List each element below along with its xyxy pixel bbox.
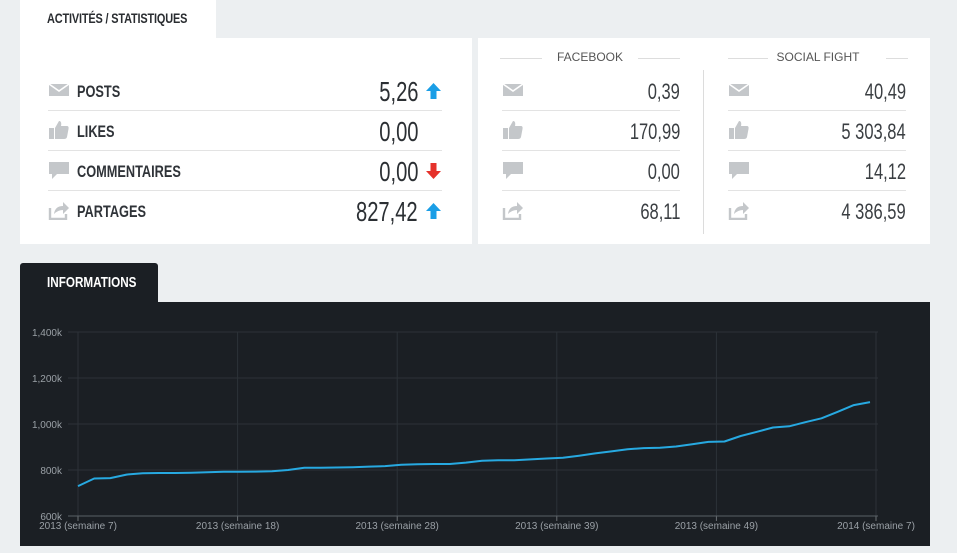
stat-row-posts: POSTS 5,26	[48, 70, 442, 111]
facebook-row-commentaires: 0,00	[502, 150, 680, 191]
x-tick-label: 2013 (semaine 49)	[675, 521, 758, 532]
thumbs-up-icon	[503, 121, 523, 139]
tab-informations[interactable]: INFORMATIONS	[20, 263, 158, 303]
comment-icon	[729, 162, 749, 179]
facebook-value-posts: 0,39	[647, 79, 680, 104]
stat-value-posts: 5,26	[378, 76, 418, 107]
line-chart: 600k 800k 1,000k 1,200k 1,400k 2013 (semaine …	[32, 328, 915, 532]
share-icon	[48, 202, 69, 220]
facebook-row-posts: 0,39	[502, 70, 680, 111]
social-fight-value-posts: 40,49	[864, 79, 906, 104]
facebook-row-partages: 68,11	[502, 190, 680, 230]
envelope-icon	[48, 83, 70, 96]
tab-activites-statistiques[interactable]: ACTIVITÉS / STATISTIQUES	[20, 0, 216, 38]
social-fight-header: SOCIAL FIGHT	[728, 50, 908, 64]
social-fight-value-commentaires: 14,12	[864, 159, 906, 184]
chart-panel: 600k 800k 1,000k 1,200k 1,400k 2013 (semaine …	[20, 302, 930, 546]
thumbs-up-icon	[729, 121, 749, 139]
facebook-value-partages: 68,11	[639, 199, 680, 224]
y-tick-label: 800k	[40, 466, 63, 477]
stat-value-commentaires: 0,00	[378, 156, 418, 187]
stat-label-likes: LIKES	[77, 122, 115, 141]
social-fight-value-likes: 5 303,84	[841, 119, 906, 144]
arrow-down-icon	[426, 163, 441, 179]
facebook-row-likes: 170,99	[502, 110, 680, 151]
series-line	[77, 401, 871, 488]
stat-label-commentaires: COMMENTAIRES	[77, 162, 181, 181]
y-tick-label: 1,200k	[32, 374, 63, 385]
stat-value-partages: 827,42	[356, 196, 418, 227]
stat-label-partages: PARTAGES	[77, 202, 146, 221]
stat-row-partages: PARTAGES 827,42	[48, 190, 442, 230]
x-tick-label: 2014 (semaine 7)	[837, 521, 915, 532]
share-icon	[728, 202, 749, 220]
x-tick-label: 2013 (semaine 39)	[515, 521, 598, 532]
comment-icon	[503, 162, 523, 179]
x-tick-label: 2013 (semaine 7)	[39, 521, 117, 532]
social-fight-value-partages: 4 386,59	[841, 199, 906, 224]
y-tick-label: 600k	[40, 512, 63, 523]
facebook-value-likes: 170,99	[629, 119, 680, 144]
facebook-header: FACEBOOK	[500, 50, 680, 64]
tab-activites-label: ACTIVITÉS / STATISTIQUES	[47, 10, 188, 26]
facebook-value-commentaires: 0,00	[647, 159, 680, 184]
thumbs-up-icon	[49, 121, 69, 139]
facebook-title: FACEBOOK	[556, 50, 624, 64]
arrow-up-icon	[426, 83, 441, 99]
social-fight-row-posts: 40,49	[728, 70, 906, 111]
arrow-up-icon	[426, 203, 441, 219]
stats-panel: POSTS 5,26 LIKES 0,00 COMMENTAIRES 0,00 …	[20, 38, 472, 244]
stat-row-likes: LIKES 0,00	[48, 110, 442, 151]
column-divider	[703, 70, 704, 234]
social-fight-row-commentaires: 14,12	[728, 150, 906, 191]
social-fight-title: SOCIAL FIGHT	[776, 50, 860, 64]
social-fight-row-partages: 4 386,59	[728, 190, 906, 230]
x-tick-label: 2013 (semaine 28)	[356, 521, 439, 532]
y-tick-label: 1,400k	[32, 328, 63, 339]
social-fight-row-likes: 5 303,84	[728, 110, 906, 151]
envelope-icon	[502, 83, 524, 96]
tab-informations-label: INFORMATIONS	[47, 274, 137, 291]
stat-value-likes: 0,00	[378, 116, 418, 147]
y-tick-label: 1,000k	[32, 420, 63, 431]
x-tick-label: 2013 (semaine 18)	[196, 521, 279, 532]
share-icon	[502, 202, 523, 220]
comparison-panel: FACEBOOK SOCIAL FIGHT 0,39 170,99 0,00	[478, 38, 930, 244]
stat-row-commentaires: COMMENTAIRES 0,00	[48, 150, 442, 191]
envelope-icon	[728, 83, 750, 96]
comment-icon	[49, 162, 69, 179]
stat-label-posts: POSTS	[77, 82, 121, 101]
